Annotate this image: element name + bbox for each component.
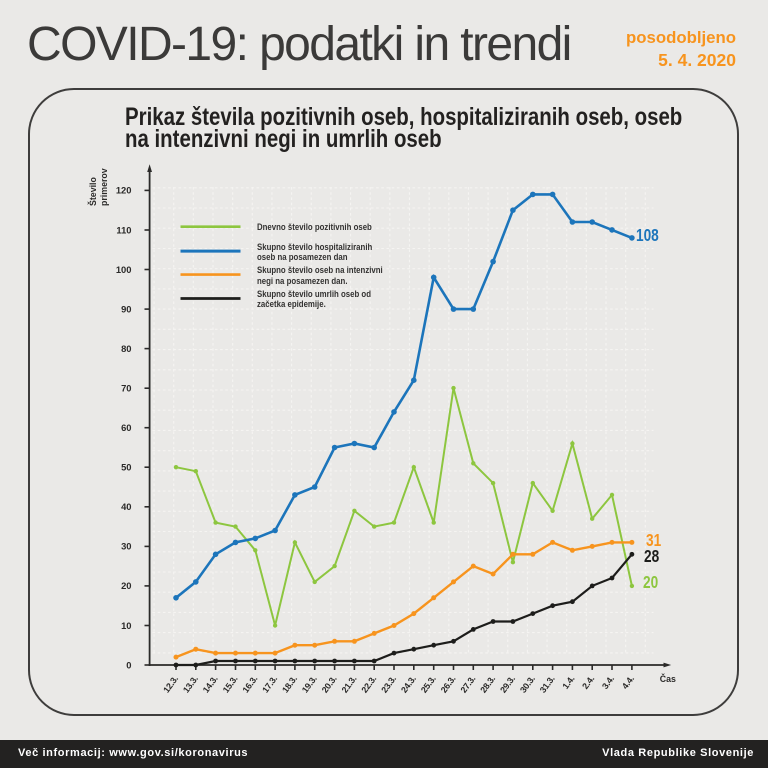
svg-text:40: 40 <box>121 501 131 512</box>
svg-text:25.3.: 25.3. <box>419 674 438 695</box>
svg-text:80: 80 <box>121 343 131 354</box>
svg-text:10: 10 <box>121 620 131 631</box>
svg-text:30.3.: 30.3. <box>518 674 537 695</box>
svg-text:31.3.: 31.3. <box>538 674 557 695</box>
svg-text:22.3.: 22.3. <box>359 674 378 695</box>
svg-text:70: 70 <box>121 383 131 394</box>
svg-text:90: 90 <box>121 303 131 314</box>
svg-text:17.3.: 17.3. <box>260 674 279 695</box>
svg-text:15.3.: 15.3. <box>221 674 240 695</box>
svg-text:18.3.: 18.3. <box>280 674 299 695</box>
svg-text:3.4.: 3.4. <box>600 674 616 691</box>
svg-text:50: 50 <box>121 462 131 473</box>
svg-text:20: 20 <box>121 580 131 591</box>
svg-text:30: 30 <box>121 541 131 552</box>
svg-text:16.3.: 16.3. <box>240 674 259 695</box>
svg-text:20.3.: 20.3. <box>320 674 339 695</box>
svg-text:14.3.: 14.3. <box>201 674 220 695</box>
svg-text:19.3.: 19.3. <box>300 674 319 695</box>
svg-text:60: 60 <box>121 422 131 433</box>
svg-text:13.3.: 13.3. <box>181 674 200 695</box>
svg-text:28.3.: 28.3. <box>478 674 497 695</box>
svg-text:26.3.: 26.3. <box>439 674 458 695</box>
svg-text:29.3.: 29.3. <box>498 674 517 695</box>
svg-text:27.3.: 27.3. <box>458 674 477 695</box>
svg-text:2.4.: 2.4. <box>580 674 596 691</box>
svg-text:Čas: Čas <box>660 673 676 684</box>
svg-text:12.3.: 12.3. <box>161 674 180 695</box>
svg-text:110: 110 <box>116 224 131 235</box>
svg-text:120: 120 <box>116 185 132 196</box>
svg-text:23.3.: 23.3. <box>379 674 398 695</box>
svg-text:21.3.: 21.3. <box>340 674 359 695</box>
svg-text:0: 0 <box>126 659 131 670</box>
svg-text:1.4.: 1.4. <box>560 674 576 691</box>
svg-text:4.4.: 4.4. <box>620 674 636 691</box>
svg-text:100: 100 <box>116 264 132 275</box>
svg-text:24.3.: 24.3. <box>399 674 418 695</box>
